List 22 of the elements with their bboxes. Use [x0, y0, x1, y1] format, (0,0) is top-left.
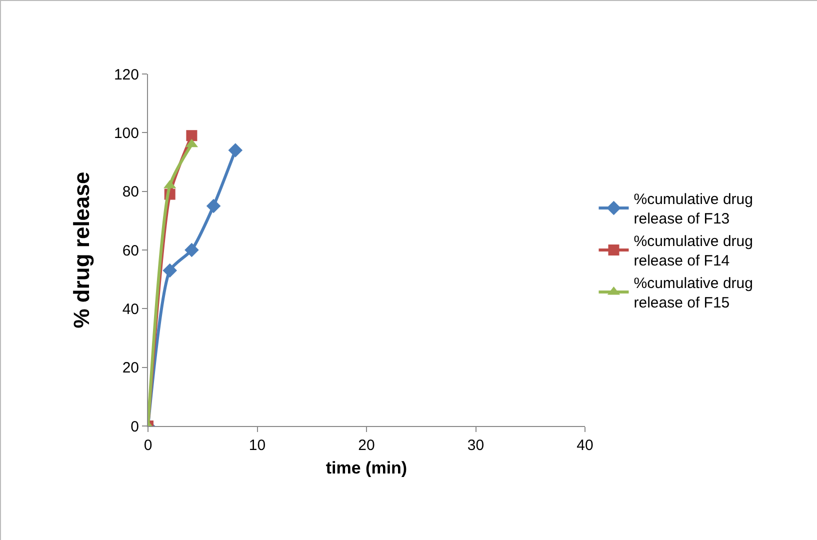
- y-tick-label: 60: [122, 242, 139, 260]
- legend-label: %cumulative drug release of F14: [634, 233, 753, 270]
- y-tick-label: 120: [114, 66, 139, 84]
- x-tick-label: 20: [358, 437, 375, 454]
- y-tick-label: 20: [122, 360, 139, 377]
- x-tick-label: 40: [576, 437, 594, 454]
- point: [228, 143, 243, 158]
- y-axis-title: % drug release: [68, 172, 94, 328]
- point: [162, 263, 177, 278]
- point: [184, 242, 199, 258]
- y-tick-label: 80: [122, 184, 139, 201]
- x-tick-label: 30: [467, 437, 484, 454]
- legend-label: %cumulative drug release of F15: [634, 275, 753, 312]
- point: [186, 130, 198, 142]
- y-tick-label: 100: [114, 124, 139, 142]
- x-tick-label: 10: [248, 437, 266, 454]
- x-tick-label: 0: [144, 437, 152, 454]
- x-axis-title: time (min): [326, 458, 408, 478]
- legend-label: %cumulative drug release of F13: [634, 191, 753, 228]
- y-tick-label: 40: [122, 300, 139, 318]
- y-tick-label: 0: [130, 418, 139, 436]
- point: [206, 198, 221, 214]
